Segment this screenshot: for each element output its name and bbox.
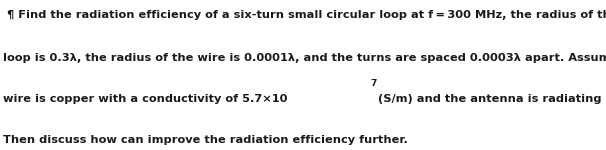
Text: (S/m) and the antenna is radiating into free space.: (S/m) and the antenna is radiating into … [378, 94, 606, 105]
Text: wire is copper with a conductivity of 5.7×10: wire is copper with a conductivity of 5.… [3, 94, 287, 105]
Text: 7: 7 [370, 80, 376, 88]
Text: ¶ Find the radiation efficiency of a six-turn small circular loop at f = 300 MHz: ¶ Find the radiation efficiency of a six… [7, 11, 606, 21]
Text: loop is 0.3λ, the radius of the wire is 0.0001λ, and the turns are spaced 0.0003: loop is 0.3λ, the radius of the wire is … [3, 53, 606, 63]
Text: Then discuss how can improve the radiation efficiency further.: Then discuss how can improve the radiati… [3, 135, 408, 145]
